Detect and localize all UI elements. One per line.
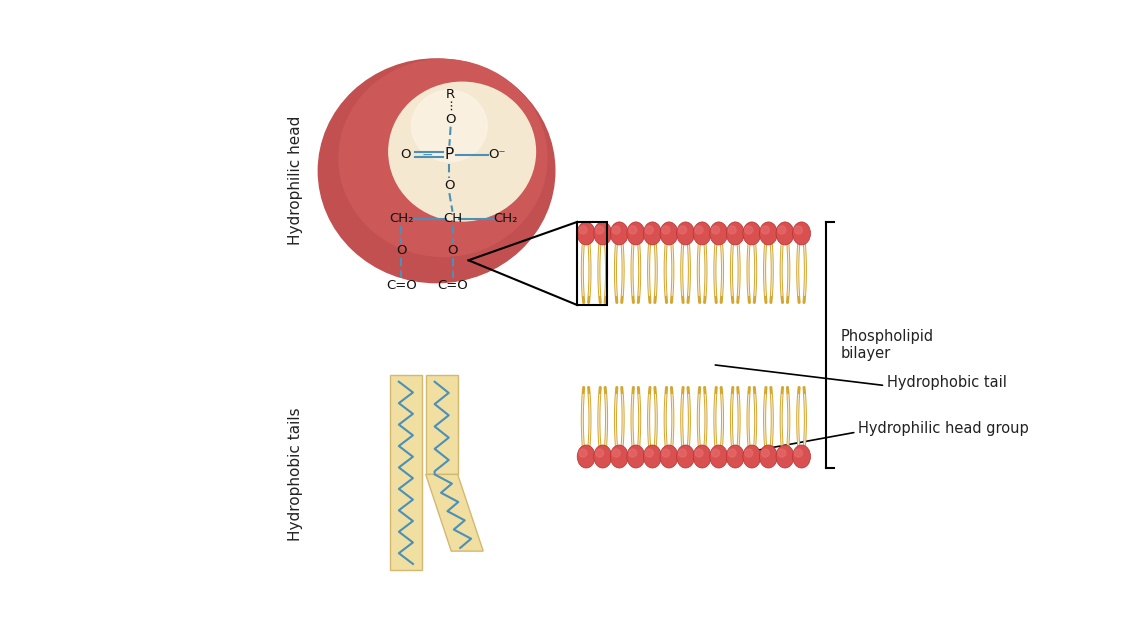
Text: O: O (396, 244, 406, 257)
Ellipse shape (611, 445, 628, 468)
Ellipse shape (645, 226, 653, 234)
Ellipse shape (629, 449, 637, 457)
Ellipse shape (660, 445, 678, 468)
Bar (426, 376, 458, 474)
Ellipse shape (695, 226, 703, 234)
Text: Hydrophobic tail: Hydrophobic tail (886, 375, 1007, 390)
Text: Hydrophilic head: Hydrophilic head (288, 116, 303, 245)
Ellipse shape (579, 449, 587, 457)
Ellipse shape (727, 445, 744, 468)
Text: CH: CH (443, 213, 463, 225)
Polygon shape (426, 474, 483, 551)
Ellipse shape (678, 449, 687, 457)
Bar (577, 222, 606, 305)
Text: Hydrophilic head group: Hydrophilic head group (858, 421, 1029, 437)
Text: Phospholipid
bilayer: Phospholipid bilayer (840, 329, 933, 361)
Ellipse shape (644, 445, 661, 468)
Ellipse shape (745, 226, 753, 234)
Ellipse shape (761, 226, 769, 234)
Text: CH₂: CH₂ (389, 213, 413, 225)
Ellipse shape (594, 445, 612, 468)
Ellipse shape (678, 226, 687, 234)
Ellipse shape (611, 222, 628, 245)
Text: P: P (444, 147, 453, 162)
Text: C=O: C=O (386, 279, 417, 292)
Ellipse shape (627, 445, 645, 468)
Ellipse shape (693, 445, 711, 468)
Ellipse shape (577, 445, 595, 468)
Ellipse shape (612, 226, 620, 234)
Text: O: O (445, 113, 456, 126)
Ellipse shape (709, 445, 728, 468)
Text: O: O (444, 179, 455, 192)
Ellipse shape (579, 226, 587, 234)
Ellipse shape (662, 226, 670, 234)
Bar (390, 376, 421, 570)
Ellipse shape (778, 449, 786, 457)
Text: O: O (401, 148, 411, 161)
Ellipse shape (728, 226, 736, 234)
Ellipse shape (596, 226, 604, 234)
Ellipse shape (760, 222, 777, 245)
Ellipse shape (693, 222, 711, 245)
Ellipse shape (596, 449, 604, 457)
Ellipse shape (577, 222, 595, 245)
Text: CH₂: CH₂ (494, 213, 518, 225)
Ellipse shape (645, 449, 653, 457)
Ellipse shape (728, 449, 736, 457)
Ellipse shape (776, 222, 794, 245)
Text: =: = (421, 148, 433, 162)
Ellipse shape (695, 449, 703, 457)
Ellipse shape (318, 59, 554, 282)
Ellipse shape (712, 226, 720, 234)
Text: O: O (448, 244, 458, 257)
Ellipse shape (627, 222, 645, 245)
Text: Hydrophobic tails: Hydrophobic tails (288, 408, 303, 541)
Ellipse shape (743, 445, 761, 468)
Ellipse shape (761, 449, 769, 457)
Ellipse shape (660, 222, 678, 245)
Ellipse shape (709, 222, 728, 245)
Ellipse shape (776, 445, 794, 468)
Ellipse shape (676, 222, 695, 245)
Ellipse shape (727, 222, 744, 245)
Ellipse shape (792, 445, 810, 468)
Ellipse shape (389, 82, 535, 221)
Ellipse shape (743, 222, 761, 245)
Text: R: R (447, 87, 456, 101)
Ellipse shape (339, 60, 548, 256)
Text: O⁻: O⁻ (489, 148, 506, 161)
Ellipse shape (712, 449, 720, 457)
Ellipse shape (662, 449, 670, 457)
Ellipse shape (411, 91, 487, 162)
Ellipse shape (794, 449, 802, 457)
Ellipse shape (778, 226, 786, 234)
Text: C=O: C=O (437, 279, 468, 292)
Ellipse shape (644, 222, 661, 245)
Ellipse shape (792, 222, 810, 245)
Ellipse shape (629, 226, 637, 234)
Ellipse shape (676, 445, 695, 468)
Ellipse shape (760, 445, 777, 468)
Ellipse shape (612, 449, 620, 457)
Ellipse shape (745, 449, 753, 457)
Ellipse shape (594, 222, 612, 245)
Ellipse shape (794, 226, 802, 234)
